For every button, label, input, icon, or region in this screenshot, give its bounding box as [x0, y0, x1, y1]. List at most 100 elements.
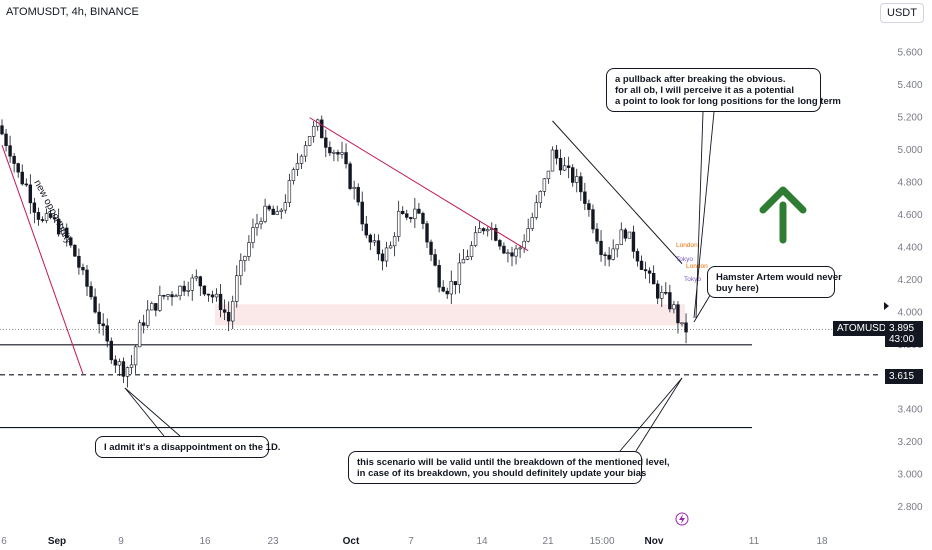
- candle-body: [336, 152, 340, 155]
- candle-body: [28, 184, 33, 204]
- note-pullback-line-1: a pullback after breaking the obvious.: [615, 74, 786, 85]
- candle-body: [433, 254, 437, 266]
- y-tick-label: 2.800: [897, 502, 922, 513]
- candle-body: [591, 209, 595, 230]
- candle-body: [627, 231, 632, 239]
- callout-pointer-1: [695, 111, 704, 319]
- candle-body: [558, 157, 563, 171]
- candle-body: [356, 187, 360, 203]
- candle-body: [595, 228, 599, 242]
- candle-body: [186, 289, 190, 292]
- current-price-countdown-tag: 43:00: [885, 332, 923, 347]
- candle-body: [445, 290, 449, 295]
- candle-body: [206, 293, 211, 296]
- y-tick-label: 4.000: [897, 307, 922, 318]
- candle-body: [178, 285, 182, 297]
- candle-body: [372, 240, 377, 243]
- candle-body: [271, 208, 275, 215]
- trendline-1: [309, 117, 529, 252]
- candle-body: [384, 247, 389, 262]
- candle-body: [251, 227, 255, 243]
- candle-body: [210, 294, 215, 298]
- candle-body: [69, 237, 73, 246]
- candle-body: [607, 254, 611, 260]
- candle-body: [170, 294, 174, 298]
- candle-body: [502, 245, 506, 254]
- candle-body: [32, 202, 37, 213]
- candle-body: [182, 285, 186, 292]
- candle-body: [303, 145, 308, 157]
- candle-body: [307, 136, 312, 146]
- candle-body: [56, 218, 61, 235]
- candle-body: [320, 119, 324, 139]
- candle-body: [664, 292, 668, 294]
- candle-body: [660, 292, 664, 299]
- candle-body: [287, 180, 292, 203]
- candle-body: [421, 212, 425, 224]
- candle-body: [198, 276, 203, 287]
- callout-pointer-6: [619, 377, 683, 452]
- candle-body: [623, 229, 628, 239]
- candle-body: [413, 208, 417, 220]
- candle-body: [263, 205, 267, 222]
- y-tick-label: 5.200: [897, 113, 922, 124]
- candle-body: [392, 236, 397, 247]
- candle-body: [332, 152, 336, 154]
- candle-body: [453, 281, 458, 286]
- note-hamster-line-2: buy here): [716, 283, 759, 294]
- currency-button[interactable]: USDT: [880, 3, 924, 23]
- candle-body: [546, 170, 551, 180]
- candle-body: [417, 208, 421, 214]
- candle-body: [647, 270, 652, 274]
- note-scenario-line-2: in case of its breakdown, you should def…: [357, 468, 647, 479]
- candle-body: [506, 252, 510, 255]
- session-tag-tokyo: Tokyo: [676, 256, 693, 263]
- y-tick-label: 4.200: [897, 275, 922, 286]
- candle-body: [619, 229, 623, 245]
- note-pullback: a pullback after breaking the obvious. f…: [606, 68, 841, 112]
- candle-body: [429, 241, 433, 255]
- session-tag-tokyo: Tokyo: [684, 276, 701, 283]
- candle-body: [364, 223, 368, 236]
- y-tick-label: 4.600: [897, 210, 922, 221]
- candle-body: [141, 322, 146, 326]
- y-tick-label: 3.000: [897, 470, 922, 481]
- candle-body: [477, 228, 482, 234]
- note-hamster-line-1: Hamster Artem would never: [716, 272, 842, 283]
- note-scenario: this scenario will be valid until the br…: [348, 451, 670, 484]
- candle-body: [656, 283, 660, 299]
- candle-body: [360, 201, 364, 225]
- candle-body: [125, 367, 130, 377]
- candle-body: [571, 167, 575, 183]
- candle-body: [109, 340, 113, 361]
- candle-body: [388, 245, 393, 249]
- callout-pointer-5: [635, 377, 683, 452]
- candle-body: [676, 304, 680, 324]
- candle-body: [129, 364, 134, 368]
- candle-body: [668, 292, 672, 310]
- candle-body: [275, 211, 279, 215]
- trendline-2: [552, 120, 683, 264]
- candle-body: [158, 295, 162, 311]
- candle-body: [538, 191, 543, 204]
- candle-body: [299, 155, 304, 164]
- candle-body: [8, 145, 12, 157]
- x-tick-label: 16: [199, 536, 211, 547]
- candle-body: [73, 244, 77, 257]
- candle-body: [97, 311, 101, 325]
- candle-body: [583, 191, 587, 204]
- session-tag-london: London: [676, 242, 698, 249]
- candle-body: [85, 269, 89, 287]
- candle-body: [587, 203, 591, 210]
- candle-body: [77, 255, 81, 268]
- candle-body: [218, 293, 223, 311]
- candle-body: [328, 147, 332, 154]
- candle-body: [672, 304, 676, 310]
- candle-body: [105, 325, 109, 342]
- x-tick-label: 18: [816, 536, 828, 547]
- candle-body: [465, 256, 470, 260]
- candle-body: [235, 275, 239, 302]
- candle-body: [174, 295, 178, 298]
